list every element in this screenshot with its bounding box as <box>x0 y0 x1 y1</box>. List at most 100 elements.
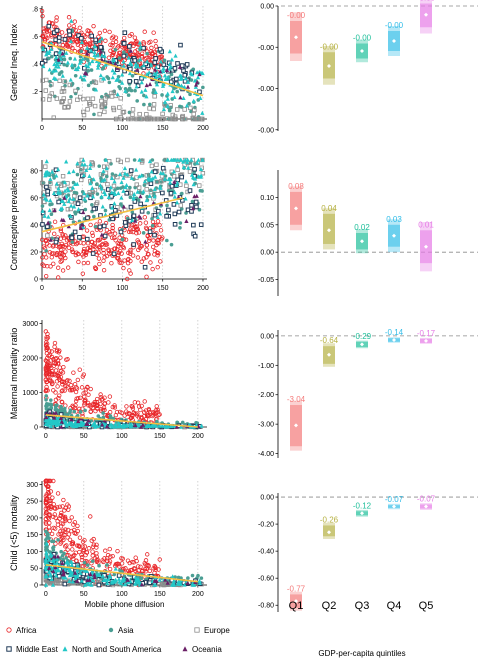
scatter-point <box>94 542 99 548</box>
scatter-point <box>152 88 156 92</box>
scatter-point <box>43 521 49 526</box>
scatter-point <box>102 100 108 106</box>
scatter-point <box>82 560 87 565</box>
scatter-point <box>102 556 107 561</box>
scatter-point <box>188 92 192 97</box>
scatter-point <box>43 255 49 260</box>
scatter-point <box>86 58 90 63</box>
scatter-point <box>82 398 87 404</box>
scatter-point <box>88 162 93 167</box>
scatter-point <box>116 191 121 196</box>
trend-line <box>41 197 184 233</box>
scatter-point <box>190 206 196 211</box>
scatter-point <box>175 167 180 173</box>
scatter-point <box>157 557 162 562</box>
scatter-point <box>52 207 57 212</box>
legend-label: Europe <box>204 626 230 635</box>
scatter-point <box>152 578 157 583</box>
scatter-point <box>115 174 120 180</box>
scatter-point <box>194 193 199 198</box>
scatter-point <box>83 63 89 68</box>
scatter-point <box>57 250 63 256</box>
scatter-point <box>191 222 196 228</box>
scatter-point <box>99 176 103 181</box>
coefficient-label: -0.00 <box>287 11 306 20</box>
scatter-point <box>97 261 102 267</box>
scatter-point <box>45 536 49 540</box>
scatter-point <box>115 92 120 97</box>
scatter-point <box>102 28 108 34</box>
scatter-point <box>61 557 65 562</box>
scatter-point <box>80 544 85 549</box>
scatter-point <box>139 403 144 409</box>
scatter-point <box>60 382 65 387</box>
y-tick-label: 3000 <box>22 321 38 328</box>
scatter-point <box>110 222 115 228</box>
x-tick-label: 0 <box>44 591 48 598</box>
scatter-point <box>148 189 154 195</box>
scatter-point <box>90 405 95 410</box>
scatter-point <box>44 529 48 534</box>
scatter-point <box>194 204 199 210</box>
scatter-point <box>172 114 178 119</box>
y-tick-label: 100 <box>26 549 38 556</box>
coefficient-label: -0.00 <box>353 34 372 43</box>
scatter-point <box>96 238 101 243</box>
scatter-point <box>75 67 80 72</box>
scatter-point <box>43 478 49 484</box>
scatter-point <box>79 563 85 569</box>
scatter-point <box>80 539 86 544</box>
scatter-point <box>47 377 53 382</box>
scatter-point <box>87 173 92 179</box>
scatter-point <box>127 79 132 84</box>
scatter-point <box>152 232 157 238</box>
point-estimate <box>294 35 298 40</box>
scatter-point <box>58 578 63 584</box>
scatter-point <box>54 59 59 64</box>
scatter-point <box>148 260 153 265</box>
scatter-point <box>136 580 141 585</box>
scatter-point <box>47 528 53 534</box>
scatter-point <box>137 213 142 219</box>
scatter-point <box>139 54 145 59</box>
trend-line <box>45 564 198 583</box>
scatter-point <box>75 97 80 102</box>
scatter-point <box>175 61 180 66</box>
scatter-point <box>145 552 150 557</box>
scatter-point <box>92 575 97 580</box>
scatter-panel: 0 50 100 150 200 0 50 100 150 200 250 300 Child (<5)… <box>9 478 207 609</box>
scatter-point <box>117 105 122 110</box>
scatter-point <box>64 556 68 560</box>
trend-line <box>41 41 204 97</box>
scatter-point <box>136 230 142 235</box>
scatter-point <box>116 420 121 425</box>
scatter-point <box>129 62 134 67</box>
scatter-point <box>132 58 138 63</box>
scatter-point <box>162 99 168 104</box>
scatter-point <box>54 251 60 256</box>
x-tick-label: 150 <box>154 433 166 440</box>
scatter-point <box>90 202 94 207</box>
y-axis-label: Contraceptive prevalence <box>9 168 19 270</box>
scatter-point <box>168 79 174 85</box>
scatter-point <box>56 199 61 205</box>
scatter-point <box>132 35 138 40</box>
scatter-point <box>183 196 188 201</box>
scatter-point <box>43 238 48 243</box>
scatter-point <box>142 102 146 107</box>
scatter-point <box>54 15 59 20</box>
scatter-point <box>149 177 154 182</box>
y-tick-label: -3.00 <box>258 422 274 429</box>
scatter-point <box>195 160 200 165</box>
scatter-point <box>174 424 179 429</box>
scatter-point <box>49 398 53 402</box>
scatter-point <box>65 63 69 68</box>
scatter-point <box>148 39 153 44</box>
legend-marker <box>6 627 12 633</box>
quintile-label-q1: Q1 <box>289 600 304 612</box>
scatter-point <box>197 183 202 188</box>
scatter-point <box>109 190 114 195</box>
scatter-point <box>103 62 108 67</box>
scatter-point <box>196 157 201 162</box>
scatter-point <box>70 547 75 552</box>
